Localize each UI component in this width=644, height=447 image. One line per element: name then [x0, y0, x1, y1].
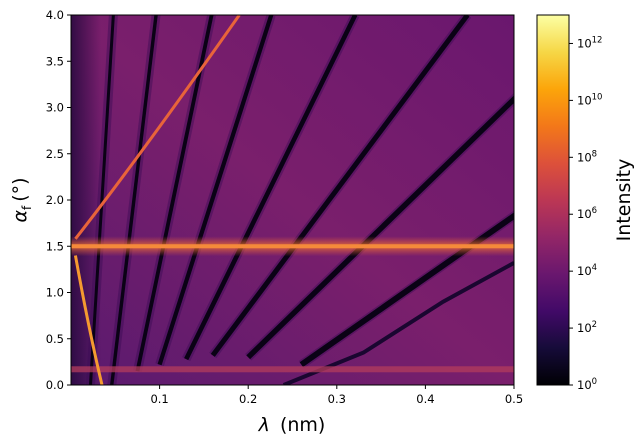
colorbar-tick-label: 104 — [577, 263, 597, 278]
y-tick-label: 1.0 — [46, 286, 64, 300]
heatmap-plot — [71, 15, 514, 385]
colorbar-tick-label: 108 — [577, 149, 597, 164]
y-tick-label: 4.0 — [46, 8, 64, 22]
diagonal-dark-line — [184, 15, 358, 361]
y-tick-label: 3.0 — [46, 101, 64, 115]
y-tick-label: 2.5 — [46, 147, 64, 161]
colorbar-label: Intensity — [613, 159, 635, 242]
y-tick-label: 3.5 — [46, 54, 64, 68]
y-tick-label: 2.0 — [46, 193, 64, 207]
x-tick-label: 0.2 — [239, 392, 257, 406]
x-tick-label: 0.4 — [416, 392, 434, 406]
diagonal-dark-line — [246, 95, 514, 360]
colorbar-tick-label: 106 — [577, 206, 597, 221]
x-tick-label: 0.5 — [505, 392, 523, 406]
colorbar — [536, 14, 570, 386]
colorbar-ticks: 100 102 104 106 108 1010 1012 — [569, 35, 602, 392]
diagonal-dark-line — [299, 212, 514, 368]
y-tick-label: 1.5 — [46, 239, 64, 253]
horizontal-band — [71, 244, 514, 249]
diagonal-dark-line — [88, 15, 115, 385]
x-axis-ticks: 0.1 0.2 0.3 0.4 0.5 — [150, 385, 523, 406]
falling-bright-curve — [73, 255, 104, 385]
x-axis-label: λ (nm) — [258, 414, 326, 436]
y-tick-label: 0.0 — [46, 378, 64, 392]
low-horizontal-band — [71, 366, 514, 373]
diagonal-dark-line — [135, 15, 214, 372]
y-axis-label: αf(°) — [9, 177, 34, 222]
heatmap-background — [71, 15, 514, 385]
y-tick-label: 0.5 — [46, 332, 64, 346]
rising-bright-curve — [74, 15, 241, 240]
x-tick-label: 0.3 — [328, 392, 346, 406]
x-tick-label: 0.1 — [150, 392, 168, 406]
diagonal-dark-line — [157, 15, 274, 366]
heatmap-features — [71, 15, 514, 385]
colorbar-tick-label: 1010 — [577, 92, 602, 107]
colorbar-tick-label: 1012 — [577, 35, 602, 50]
y-axis-ticks: 0.0 0.5 1.0 1.5 2.0 2.5 3.0 3.5 4.0 — [46, 8, 71, 392]
diagonal-dark-line — [110, 15, 158, 385]
colorbar-tick-label: 102 — [577, 320, 597, 335]
colorbar-tick-label: 100 — [577, 377, 597, 392]
left-edge-shade — [71, 15, 101, 385]
diagonal-dark-line — [210, 15, 470, 357]
